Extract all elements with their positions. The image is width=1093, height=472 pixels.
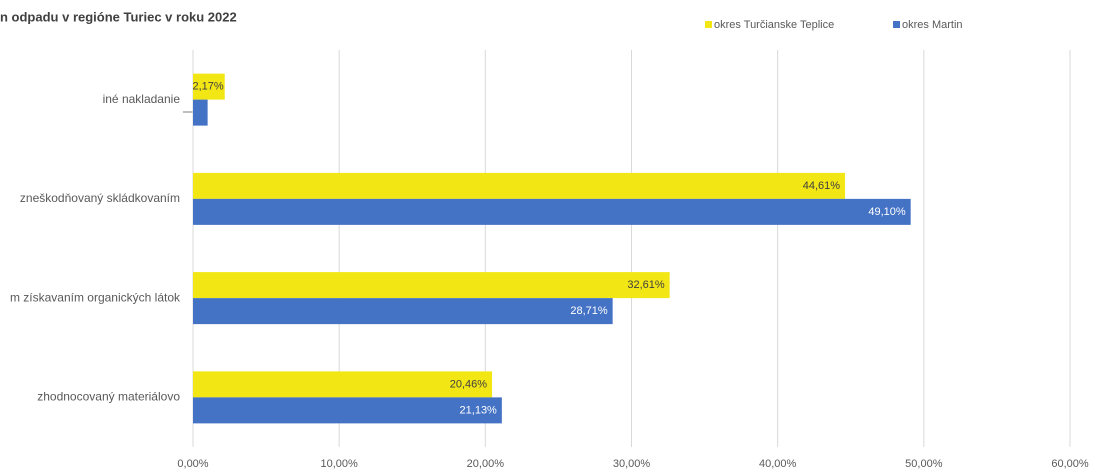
data-label: 20,46% — [450, 378, 488, 390]
legend-label: okres Turčianske Teplice — [714, 19, 834, 31]
x-tick-label: 20,00% — [467, 458, 505, 470]
bar — [193, 198, 911, 225]
x-tick-label: 60,00% — [1051, 458, 1089, 470]
y-tick-label: zneškodňovaný skládkovaním — [20, 191, 180, 205]
bar — [193, 371, 493, 398]
x-tick-label: 10,00% — [321, 458, 359, 470]
x-tick-label: 0,00% — [177, 458, 208, 470]
data-label: 44,61% — [803, 180, 841, 192]
data-label: 21,13% — [460, 404, 498, 416]
bar — [193, 298, 613, 325]
bar — [193, 73, 225, 100]
data-label: 2,17% — [193, 81, 224, 93]
y-tick-label: zhodnocovaný materiálovo — [37, 390, 180, 404]
data-label: 28,71% — [570, 305, 608, 317]
x-tick-label: 30,00% — [613, 458, 651, 470]
y-tick-label: iné nakladanie — [103, 92, 181, 106]
bar — [193, 272, 670, 299]
y-tick-label: m získavaním organických látok — [10, 290, 181, 304]
bar — [193, 397, 502, 424]
data-label: 49,10% — [868, 206, 906, 218]
x-tick-label: 50,00% — [905, 458, 943, 470]
x-tick-label: 40,00% — [759, 458, 797, 470]
bar — [193, 172, 846, 199]
data-label: 32,61% — [627, 279, 665, 291]
bar — [193, 99, 208, 126]
legend-swatch — [893, 21, 900, 28]
legend-swatch — [705, 21, 712, 28]
chart-title: n odpadu v regióne Turiec v roku 2022 — [0, 9, 237, 24]
legend-label: okres Martin — [902, 19, 963, 31]
